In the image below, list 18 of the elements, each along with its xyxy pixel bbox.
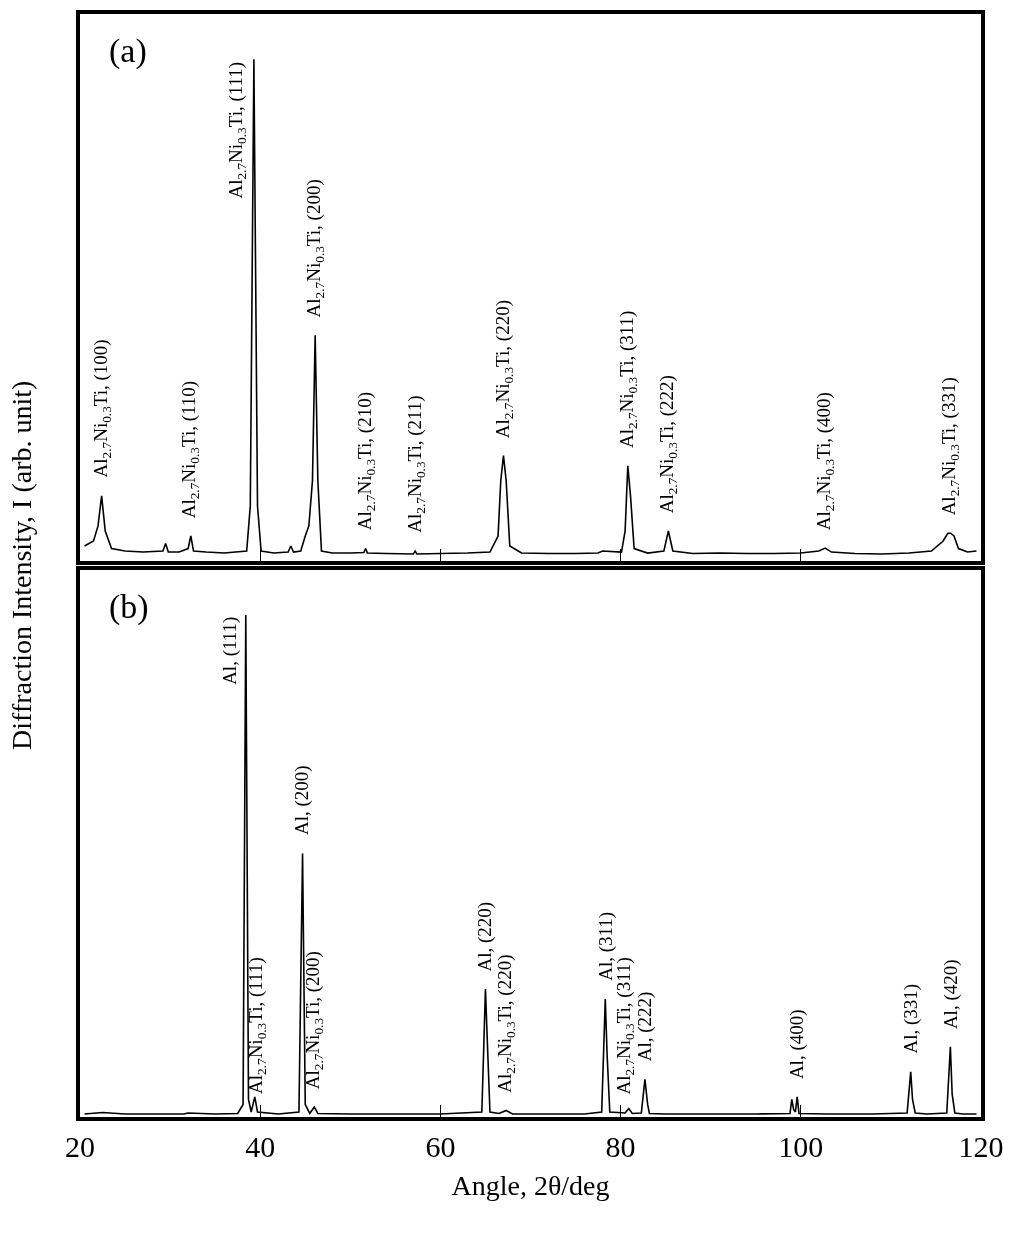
x-tick-label: 40 — [245, 1130, 276, 1163]
annotation: (b) — [109, 588, 149, 626]
annotation: Al, (200) — [291, 765, 314, 836]
annotation: Al, (400) — [786, 1009, 809, 1080]
x-tick-label: 100 — [778, 1130, 824, 1163]
x-tick-label: 60 — [425, 1130, 456, 1163]
y-axis-title: Diffraction Intensity, I (arb. unit) — [5, 380, 37, 750]
annotation: Al, (222) — [633, 991, 656, 1062]
x-tick-label: 20 — [65, 1130, 95, 1163]
x-tick-label: 80 — [605, 1130, 636, 1163]
x-tick-label: 120 — [958, 1130, 1004, 1163]
annotation: Al, (331) — [899, 983, 922, 1054]
annotation: Al, (420) — [939, 959, 962, 1030]
annotation: (a) — [109, 32, 147, 70]
annotation: Al, (220) — [474, 901, 497, 972]
annotation: Al, (311) — [594, 911, 617, 981]
annotation: Al, (111) — [218, 616, 241, 685]
x-axis-title: Angle, 2θ/deg — [451, 1169, 610, 1201]
